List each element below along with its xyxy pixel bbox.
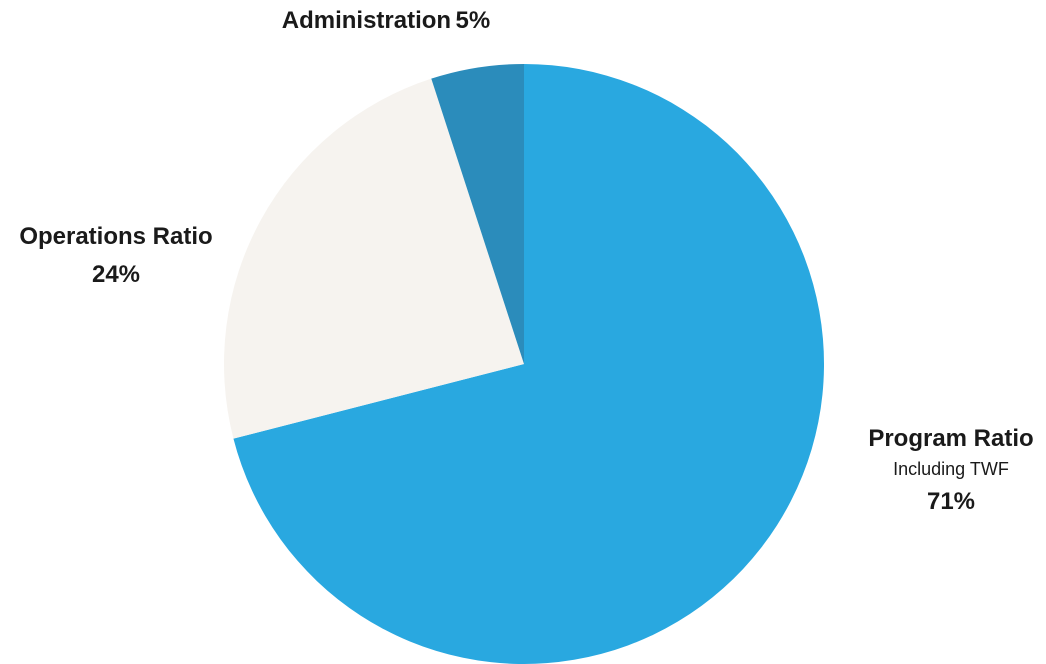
program-sublabel: Including TWF <box>893 459 1009 479</box>
administration-value: 5% <box>455 7 491 34</box>
operations-value: 24% <box>91 261 141 288</box>
administration-label: Administration <box>281 7 452 34</box>
pie-slice-program <box>233 64 825 664</box>
slice-label-program: Program Ratio Including TWF 71% <box>846 424 1046 517</box>
pie-slices <box>224 64 825 664</box>
pie-slice-admin <box>431 64 524 364</box>
slice-label-administration: Administration 5% <box>271 6 501 36</box>
pie-slice-operations <box>224 78 525 439</box>
program-value: 71% <box>926 487 976 515</box>
slice-label-operations: Operations Ratio 24% <box>0 222 232 290</box>
program-label: Program Ratio <box>868 425 1034 452</box>
operations-label: Operations Ratio <box>19 223 213 250</box>
